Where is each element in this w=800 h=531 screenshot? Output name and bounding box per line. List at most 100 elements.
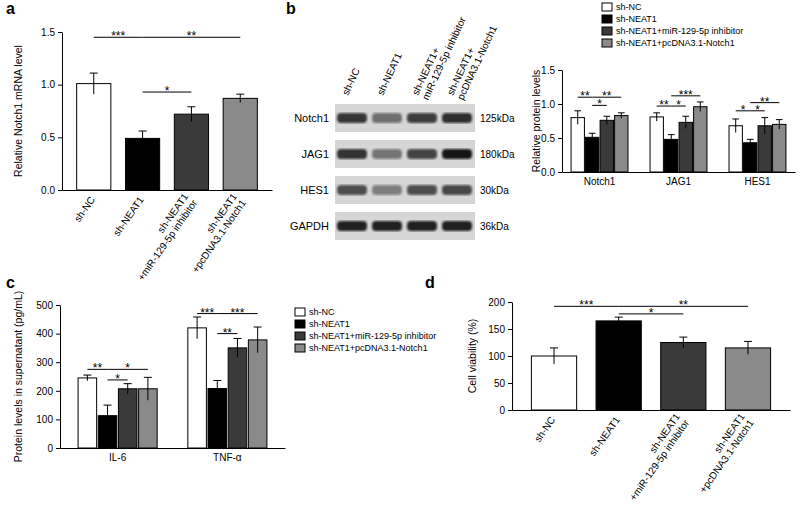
blot-band bbox=[372, 221, 402, 231]
tick: 0.5 bbox=[41, 132, 62, 143]
tick-label: 1.5 bbox=[541, 65, 555, 76]
significance-label: ** bbox=[187, 29, 197, 43]
tick: 1.5 bbox=[41, 27, 62, 38]
y-axis: 050100150200 bbox=[488, 297, 512, 416]
blot-band bbox=[337, 149, 367, 159]
tick: 0 bbox=[47, 443, 60, 454]
legend: sh-NCsh-NEAT1sh-NEAT1+miR-129-5p inhibit… bbox=[602, 2, 743, 48]
bar bbox=[223, 98, 257, 190]
bar bbox=[174, 114, 208, 190]
error-bar bbox=[603, 116, 610, 124]
tick-label: 200 bbox=[36, 386, 53, 397]
error-bar bbox=[618, 113, 625, 118]
error-bar bbox=[732, 119, 739, 133]
significance-label: * bbox=[597, 97, 602, 111]
tick-label: 0.0 bbox=[541, 167, 555, 178]
tick-label: HES1 bbox=[744, 176, 771, 187]
panel-title: c bbox=[6, 274, 15, 291]
tick-mark bbox=[508, 329, 512, 330]
error-bar bbox=[139, 131, 147, 146]
axis-line bbox=[62, 33, 63, 191]
blot-band bbox=[337, 221, 367, 231]
panel-title: d bbox=[425, 274, 435, 291]
tick-label: sh-NEAT1+pcDNA3.1-Notch1 bbox=[181, 191, 249, 275]
axis-title: Protein levels in supernatant (pg/mL) bbox=[12, 291, 24, 463]
tick-mark bbox=[58, 85, 62, 86]
tick: sh-NC bbox=[532, 414, 557, 444]
error-bar bbox=[747, 139, 754, 146]
tick: sh-NEAT1 bbox=[587, 414, 622, 458]
legend-swatch bbox=[602, 15, 612, 23]
axis-line bbox=[513, 410, 791, 411]
plot-area bbox=[571, 102, 786, 172]
x-axis: Notch1JAG1HES1 bbox=[563, 173, 796, 188]
significance-label: *** bbox=[579, 298, 593, 312]
tick-mark bbox=[58, 137, 62, 138]
tick-mark bbox=[558, 172, 562, 173]
tick-mark bbox=[558, 70, 562, 71]
significance-label: * bbox=[165, 84, 170, 98]
bar bbox=[248, 340, 267, 448]
tick: TNF-α bbox=[213, 452, 242, 463]
tick-label: 0.0 bbox=[41, 185, 55, 196]
bar bbox=[118, 389, 137, 448]
row-label: Notch1 bbox=[294, 112, 329, 124]
error-bar bbox=[589, 133, 596, 141]
y-axis: 0.00.51.01.5 bbox=[41, 27, 62, 196]
bar bbox=[679, 122, 692, 172]
tick-label: 100 bbox=[488, 351, 505, 362]
tick: 100 bbox=[488, 351, 512, 362]
bar bbox=[208, 389, 227, 448]
bar bbox=[694, 107, 707, 172]
x-axis: sh-NCsh-NEAT1sh-NEAT1+miR-129-5p inhibit… bbox=[513, 411, 791, 503]
tick: HES1 bbox=[744, 176, 771, 187]
legend-label: sh-NEAT1 bbox=[616, 14, 657, 24]
axis-line bbox=[63, 190, 273, 191]
tick-mark bbox=[56, 334, 60, 335]
axis-line bbox=[60, 306, 61, 449]
tick-label: 200 bbox=[488, 297, 505, 308]
tick: Notch1 bbox=[584, 176, 616, 187]
western-blot: sh-NCsh-NEAT1sh-NEAT1+miR-129-5p inhibit… bbox=[290, 10, 515, 240]
row-label: HES1 bbox=[300, 184, 329, 196]
figure-svg: sh-NC sh-NEAT1 sh-NEAT1+miR-129-5p inhibit… bbox=[0, 0, 800, 531]
error-bar bbox=[679, 337, 687, 348]
row-label: GAPDH bbox=[290, 220, 329, 232]
error-bar bbox=[761, 118, 768, 134]
axis-line bbox=[512, 303, 513, 411]
blot-strip bbox=[335, 104, 475, 132]
blot-band bbox=[337, 185, 367, 195]
legend-label: sh-NEAT1+miR-129-5p inhibitor bbox=[309, 331, 436, 341]
x-axis: IL-6TNF-α bbox=[61, 449, 286, 464]
error-bar bbox=[550, 348, 558, 364]
tick-label: TNF-α bbox=[213, 452, 242, 463]
error-bar bbox=[144, 377, 152, 400]
tick-mark bbox=[58, 32, 62, 33]
error-bar bbox=[744, 341, 752, 354]
tick: 1.5 bbox=[541, 65, 562, 76]
legend-swatch bbox=[295, 332, 305, 340]
figure: sh-NC sh-NEAT1 sh-NEAT1+miR-129-5p inhibit… bbox=[0, 0, 800, 531]
blot-strip bbox=[335, 176, 475, 204]
significance-label: *** bbox=[111, 29, 125, 43]
legend-label: sh-NEAT1+miR-129-5p inhibitor bbox=[616, 26, 743, 36]
tick-label: sh-NEAT1+pcDNA3.1-Notch1 bbox=[688, 411, 756, 495]
tick-label: 0.5 bbox=[541, 133, 555, 144]
x-axis: sh-NCsh-NEAT1sh-NEAT1+miR-129-5p inhibit… bbox=[63, 191, 273, 283]
error-bar bbox=[83, 375, 91, 381]
tick-label: 150 bbox=[488, 324, 505, 335]
tick-label: sh-NC bbox=[532, 414, 557, 444]
blot-band bbox=[442, 113, 472, 123]
legend: sh-NCsh-NEAT1sh-NEAT1+miR-129-5p inhibit… bbox=[295, 307, 436, 353]
axis-line bbox=[562, 71, 563, 173]
bar bbox=[600, 120, 613, 172]
tick: 0.5 bbox=[541, 133, 562, 144]
panel: d050100150200sh-NCsh-NEAT1sh-NEAT1+miR-1… bbox=[425, 274, 791, 502]
tick-mark bbox=[508, 302, 512, 303]
significance-label: ** bbox=[93, 361, 103, 375]
tick: 300 bbox=[36, 357, 60, 368]
legend-swatch bbox=[295, 308, 305, 316]
significance-label: ** bbox=[580, 89, 590, 103]
blot-strip bbox=[335, 212, 475, 240]
significance-label: *** bbox=[200, 306, 214, 320]
